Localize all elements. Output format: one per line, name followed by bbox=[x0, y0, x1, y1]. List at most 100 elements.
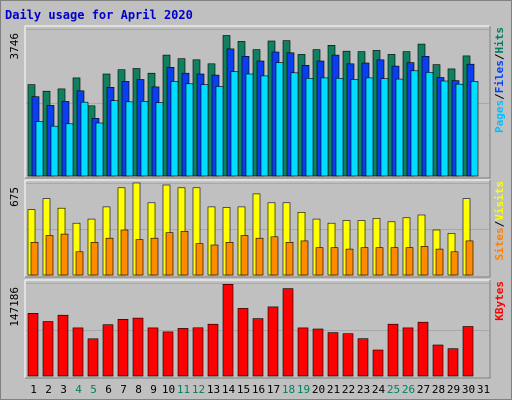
x-tick-label-11: 11 bbox=[177, 383, 190, 396]
panel-hits-files-pages-bar-pages-16 bbox=[260, 75, 269, 177]
panel-kbytes-bar-kbytes-19 bbox=[297, 327, 309, 377]
panel-visits-sites-bar-sites-25 bbox=[390, 247, 399, 276]
panel-visits-sites-bar-sites-6 bbox=[105, 237, 114, 276]
x-tick-label-20: 20 bbox=[312, 383, 325, 396]
panel-hits-files-pages-bar-pages-29 bbox=[455, 83, 464, 177]
panel-visits-sites-bar-sites-27 bbox=[420, 246, 429, 276]
panel-kbytes-bar-kbytes-17 bbox=[267, 306, 279, 377]
panel-visits-sites-bar-sites-2 bbox=[45, 235, 54, 276]
panel-hits-files-pages-bar-pages-28 bbox=[440, 80, 449, 177]
panel-hits-files-pages-bar-pages-22 bbox=[350, 79, 359, 177]
panel-visits-sites-bar-sites-3 bbox=[60, 233, 69, 276]
x-tick-label-5: 5 bbox=[90, 383, 97, 396]
panel-visits-sites-bar-sites-30 bbox=[465, 240, 474, 276]
x-tick-label-21: 21 bbox=[327, 383, 340, 396]
panel-hits-files-pages-bar-pages-13 bbox=[215, 86, 224, 177]
panel-hits-files-pages-bar-pages-20 bbox=[320, 77, 329, 177]
x-tick-label-22: 22 bbox=[342, 383, 355, 396]
panel-visits-sites-bar-sites-20 bbox=[315, 247, 324, 276]
panel-kbytes-bar-kbytes-24 bbox=[372, 349, 384, 377]
x-tick-label-2: 2 bbox=[45, 383, 52, 396]
panel-visits-sites-bar-sites-7 bbox=[120, 229, 129, 276]
panel-kbytes-bar-kbytes-29 bbox=[447, 348, 459, 377]
x-tick-label-28: 28 bbox=[432, 383, 445, 396]
panel-kbytes-bar-kbytes-26 bbox=[402, 327, 414, 377]
panel-hits-files-pages-legend-item-1: / bbox=[493, 93, 506, 100]
x-tick-label-25: 25 bbox=[387, 383, 400, 396]
panel-visits-sites-bar-sites-16 bbox=[255, 237, 264, 276]
panel-hits-files-pages-bar-pages-15 bbox=[245, 73, 254, 177]
panel-kbytes-bar-kbytes-28 bbox=[432, 344, 444, 377]
panel-hits-files-pages-bar-pages-8 bbox=[140, 101, 149, 177]
panel-kbytes-bar-kbytes-22 bbox=[342, 333, 354, 377]
panel-kbytes-background-highlight bbox=[24, 279, 490, 378]
x-tick-label-8: 8 bbox=[135, 383, 142, 396]
x-tick-label-12: 12 bbox=[192, 383, 205, 396]
panel-hits-files-pages-bar-pages-5 bbox=[95, 122, 104, 177]
panel-hits-files-pages-bar-pages-24 bbox=[380, 78, 389, 177]
panel-hits-files-pages-bar-pages-14 bbox=[230, 71, 239, 177]
panel-hits-files-pages-legend-item-3: / bbox=[493, 53, 506, 60]
x-tick-label-10: 10 bbox=[162, 383, 175, 396]
panel-kbytes-bar-kbytes-13 bbox=[207, 323, 219, 377]
panel-kbytes-bar-kbytes-15 bbox=[237, 308, 249, 377]
panel-hits-files-pages-bar-pages-2 bbox=[50, 125, 59, 177]
panel-visits-sites-bar-sites-8 bbox=[135, 239, 144, 276]
x-tick-label-19: 19 bbox=[297, 383, 310, 396]
panel-hits-files-pages-bar-pages-23 bbox=[365, 77, 374, 177]
panel-visits-sites-bar-sites-4 bbox=[75, 251, 84, 276]
panel-visits-sites-background-highlight bbox=[24, 179, 490, 277]
panel-visits-sites-bar-sites-28 bbox=[435, 248, 444, 276]
panel-visits-sites-bar-sites-5 bbox=[90, 242, 99, 276]
panel-kbytes-bar-kbytes-4 bbox=[72, 327, 84, 377]
panel-kbytes-bar-kbytes-12 bbox=[192, 327, 204, 377]
panel-visits-sites-bar-sites-1 bbox=[30, 242, 39, 276]
panel-visits-sites-bar-sites-24 bbox=[375, 247, 384, 276]
panel-kbytes-bar-kbytes-14 bbox=[222, 283, 234, 377]
x-tick-label-17: 17 bbox=[267, 383, 280, 396]
panel-hits-files-pages-bar-pages-25 bbox=[395, 78, 404, 177]
x-tick-label-9: 9 bbox=[150, 383, 157, 396]
panel-kbytes-bar-kbytes-9 bbox=[147, 327, 159, 377]
panel-visits-sites-legend: Sites/Visits bbox=[493, 181, 506, 261]
panel-hits-files-pages-bar-pages-9 bbox=[155, 102, 164, 177]
panel-visits-sites-max-label: 675 bbox=[8, 187, 21, 207]
x-tick-label-27: 27 bbox=[417, 383, 430, 396]
panel-hits-files-pages-bar-pages-11 bbox=[185, 83, 194, 177]
panel-hits-files-pages-background-shadow bbox=[25, 26, 491, 179]
panel-visits-sites-background-shadow bbox=[25, 180, 491, 278]
panel-kbytes-bar-kbytes-5 bbox=[87, 338, 99, 377]
panel-visits-sites-legend-item-2: Visits bbox=[493, 181, 506, 221]
x-tick-label-13: 13 bbox=[207, 383, 220, 396]
panel-visits-sites-bar-sites-17 bbox=[270, 236, 279, 276]
x-tick-label-3: 3 bbox=[60, 383, 67, 396]
panel-visits-sites-bar-sites-22 bbox=[345, 248, 354, 276]
x-tick-label-24: 24 bbox=[372, 383, 386, 396]
x-tick-label-1: 1 bbox=[30, 383, 37, 396]
panel-hits-files-pages-bar-pages-3 bbox=[65, 123, 74, 177]
x-tick-label-23: 23 bbox=[357, 383, 370, 396]
panel-visits-sites-legend-item-0: Sites bbox=[493, 227, 506, 260]
panel-hits-files-pages-max-label: 3746 bbox=[8, 33, 21, 60]
x-tick-label-7: 7 bbox=[120, 383, 127, 396]
panel-kbytes-background-shadow bbox=[25, 280, 491, 379]
panel-visits-sites-bar-sites-21 bbox=[330, 247, 339, 276]
panel-visits-sites-bar-sites-23 bbox=[360, 247, 369, 276]
panel-hits-files-pages-bar-pages-30 bbox=[470, 81, 479, 177]
x-tick-label-18: 18 bbox=[282, 383, 295, 396]
panel-kbytes-bar-kbytes-25 bbox=[387, 323, 399, 377]
panel-kbytes-bar-kbytes-30 bbox=[462, 326, 474, 377]
panel-hits-files-pages-bar-pages-10 bbox=[170, 81, 179, 177]
panel-hits-files-pages-background-highlight bbox=[24, 25, 490, 178]
panel-visits-sites-bar-sites-10 bbox=[165, 232, 174, 276]
panel-kbytes-bar-kbytes-8 bbox=[132, 317, 144, 377]
panel-hits-files-pages-bar-pages-26 bbox=[410, 70, 419, 177]
x-tick-label-31: 31 bbox=[477, 383, 490, 396]
panel-visits-sites-bar-sites-26 bbox=[405, 247, 414, 276]
x-tick-label-6: 6 bbox=[105, 383, 112, 396]
panel-kbytes-bar-kbytes-7 bbox=[117, 318, 129, 377]
panel-visits-sites-bar-sites-14 bbox=[225, 242, 234, 276]
panel-kbytes-legend-item-0: KBytes bbox=[493, 281, 506, 321]
